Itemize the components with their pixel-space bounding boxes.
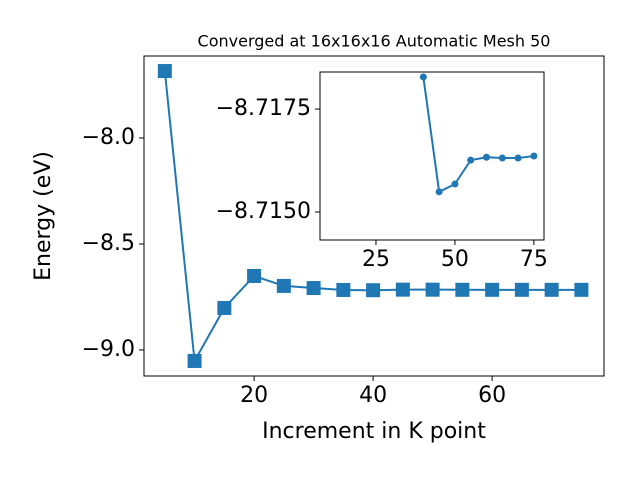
marker <box>574 282 589 297</box>
marker <box>395 282 410 297</box>
marker <box>419 73 427 81</box>
x-tick-label: 20 <box>240 383 268 408</box>
marker <box>425 282 440 297</box>
marker <box>483 153 491 161</box>
marker <box>467 156 475 164</box>
y-tick-label: −9.0 <box>82 337 135 362</box>
x-tick-label: 50 <box>441 247 469 272</box>
y-tick-label: −8.7175 <box>216 96 311 121</box>
marker <box>514 154 522 162</box>
x-tick-label: 25 <box>362 247 390 272</box>
marker <box>451 180 459 188</box>
marker <box>455 282 470 297</box>
plot-area <box>320 72 544 240</box>
marker <box>157 64 172 79</box>
marker <box>306 281 321 296</box>
axes-frame <box>319 71 545 241</box>
marker <box>498 154 506 162</box>
x-tick-label: 75 <box>520 247 548 272</box>
marker <box>514 282 529 297</box>
chart-title: Converged at 16x16x16 Automatic Mesh 50 <box>198 32 551 51</box>
marker <box>336 282 351 297</box>
marker <box>530 152 538 160</box>
marker <box>366 283 381 298</box>
marker <box>247 268 262 283</box>
y-axis-label: Energy (eV) <box>31 151 56 281</box>
y-tick-label: −8.5 <box>82 231 135 256</box>
marker <box>217 300 232 315</box>
y-tick-label: −8.0 <box>82 125 135 150</box>
y-tick-label: −8.7150 <box>216 199 311 224</box>
marker <box>276 278 291 293</box>
axes-frame <box>143 55 605 377</box>
x-axis-label: Increment in K point <box>262 419 486 444</box>
x-tick-label: 60 <box>478 383 506 408</box>
marker <box>485 282 500 297</box>
x-tick-label: 40 <box>359 383 387 408</box>
marker <box>187 353 202 368</box>
marker <box>544 282 559 297</box>
marker <box>435 188 443 196</box>
